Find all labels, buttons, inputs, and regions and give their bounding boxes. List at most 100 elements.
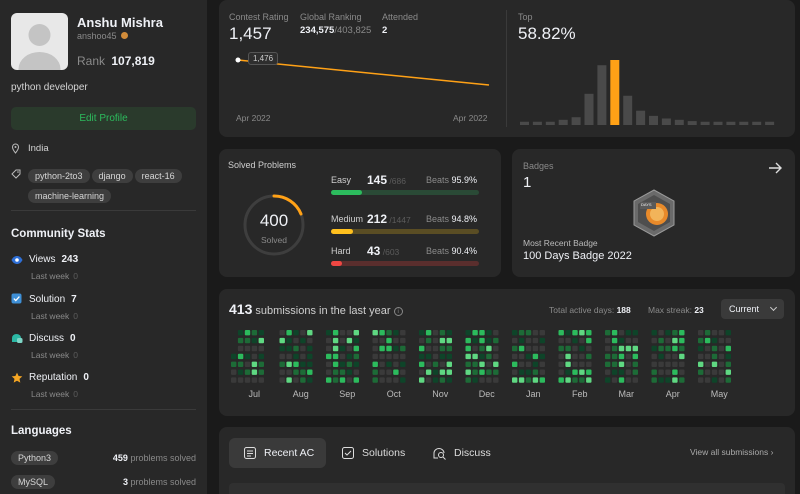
heatmap-cell[interactable]	[525, 345, 532, 352]
heatmap-cell[interactable]	[400, 369, 406, 375]
heatmap-cell[interactable]	[258, 345, 264, 352]
heatmap-cell[interactable]	[651, 361, 657, 367]
heatmap-cell[interactable]	[326, 369, 332, 375]
heatmap-cell[interactable]	[332, 377, 339, 383]
heatmap-cell[interactable]	[579, 330, 585, 336]
heatmap-cell[interactable]	[611, 361, 618, 367]
heatmap-cell[interactable]	[479, 330, 485, 336]
heatmap-cell[interactable]	[400, 353, 406, 360]
heatmap-cell[interactable]	[605, 330, 611, 336]
heatmap-cell[interactable]	[386, 369, 392, 375]
heatmap-cell[interactable]	[326, 345, 332, 352]
heatmap-cell[interactable]	[465, 353, 471, 360]
heatmap-cell[interactable]	[300, 361, 306, 367]
heatmap-cell[interactable]	[725, 337, 731, 344]
heatmap-cell[interactable]	[307, 330, 313, 336]
info-icon[interactable]: i	[393, 306, 403, 316]
heatmap-cell[interactable]	[698, 337, 704, 344]
heatmap-cell[interactable]	[539, 337, 545, 344]
heatmap-cell[interactable]	[532, 361, 539, 367]
heatmap-cell[interactable]	[339, 361, 346, 367]
heatmap-cell[interactable]	[244, 330, 251, 336]
heatmap-cell[interactable]	[618, 337, 625, 344]
heatmap-cell[interactable]	[525, 353, 532, 360]
heatmap-cell[interactable]	[432, 345, 439, 352]
rating-histogram[interactable]	[518, 60, 782, 125]
tab-discuss[interactable]: Discuss	[433, 438, 491, 468]
heatmap-cell[interactable]	[565, 330, 571, 336]
heatmap-cell[interactable]	[300, 337, 306, 344]
heatmap-cell[interactable]	[393, 377, 399, 383]
heatmap-cell[interactable]	[539, 377, 545, 383]
heatmap-cell[interactable]	[658, 353, 664, 360]
heatmap-cell[interactable]	[704, 345, 711, 352]
heatmap-cell[interactable]	[300, 330, 306, 336]
heatmap-cell[interactable]	[658, 337, 664, 344]
heatmap-cell[interactable]	[586, 353, 592, 360]
heatmap-cell[interactable]	[472, 345, 478, 352]
heatmap-cell[interactable]	[493, 369, 499, 375]
heatmap-cell[interactable]	[625, 369, 632, 375]
heatmap-cell[interactable]	[618, 330, 625, 336]
heatmap-cell[interactable]	[346, 377, 353, 383]
heatmap-cell[interactable]	[611, 345, 618, 352]
heatmap-cell[interactable]	[565, 361, 571, 367]
heatmap-cell[interactable]	[672, 345, 678, 352]
heatmap-cell[interactable]	[432, 337, 439, 344]
heatmap-grid[interactable]	[231, 330, 787, 388]
heatmap-cell[interactable]	[237, 369, 244, 375]
heatmap-cell[interactable]	[353, 353, 359, 360]
heatmap-cell[interactable]	[307, 377, 313, 383]
heatmap-cell[interactable]	[725, 377, 731, 383]
heatmap-cell[interactable]	[244, 377, 251, 383]
heatmap-cell[interactable]	[332, 330, 339, 336]
heatmap-cell[interactable]	[346, 369, 353, 375]
heatmap-cell[interactable]	[711, 361, 718, 367]
heatmap-cell[interactable]	[532, 369, 539, 375]
heatmap-cell[interactable]	[718, 361, 725, 367]
heatmap-cell[interactable]	[625, 345, 632, 352]
heatmap-cell[interactable]	[665, 330, 671, 336]
heatmap-cell[interactable]	[493, 353, 499, 360]
heatmap-cell[interactable]	[446, 369, 452, 375]
heatmap-cell[interactable]	[665, 369, 671, 375]
heatmap-cell[interactable]	[446, 337, 452, 344]
heatmap-cell[interactable]	[605, 369, 611, 375]
heatmap-cell[interactable]	[718, 345, 725, 352]
heatmap-cell[interactable]	[572, 369, 578, 375]
heatmap-cell[interactable]	[711, 345, 718, 352]
heatmap-cell[interactable]	[346, 345, 353, 352]
edit-profile-button[interactable]: Edit Profile	[11, 107, 196, 130]
heatmap-cell[interactable]	[379, 345, 385, 352]
heatmap-cell[interactable]	[472, 377, 478, 383]
heatmap-cell[interactable]	[625, 377, 632, 383]
heatmap-cell[interactable]	[346, 330, 353, 336]
heatmap-cell[interactable]	[386, 337, 392, 344]
heatmap-cell[interactable]	[326, 330, 332, 336]
heatmap-cell[interactable]	[419, 345, 425, 352]
heatmap-cell[interactable]	[379, 361, 385, 367]
badge-100-days-icon[interactable]	[632, 189, 676, 237]
heatmap-cell[interactable]	[493, 345, 499, 352]
heatmap-cell[interactable]	[446, 361, 452, 367]
heatmap-cell[interactable]	[446, 377, 452, 383]
heatmap-cell[interactable]	[679, 330, 685, 336]
heatmap-cell[interactable]	[346, 361, 353, 367]
heatmap-cell[interactable]	[539, 369, 545, 375]
heatmap-cell[interactable]	[419, 377, 425, 383]
heatmap-cell[interactable]	[479, 361, 485, 367]
heatmap-cell[interactable]	[698, 345, 704, 352]
heatmap-cell[interactable]	[586, 337, 592, 344]
heatmap-cell[interactable]	[632, 377, 638, 383]
heatmap-cell[interactable]	[465, 361, 471, 367]
heatmap-cell[interactable]	[611, 330, 618, 336]
heatmap-cell[interactable]	[339, 337, 346, 344]
heatmap-cell[interactable]	[293, 369, 299, 375]
heatmap-cell[interactable]	[379, 330, 385, 336]
heatmap-cell[interactable]	[539, 361, 545, 367]
heatmap-cell[interactable]	[558, 337, 564, 344]
heatmap-cell[interactable]	[579, 361, 585, 367]
heatmap-cell[interactable]	[372, 345, 378, 352]
heatmap-cell[interactable]	[237, 361, 244, 367]
heatmap-cell[interactable]	[625, 361, 632, 367]
